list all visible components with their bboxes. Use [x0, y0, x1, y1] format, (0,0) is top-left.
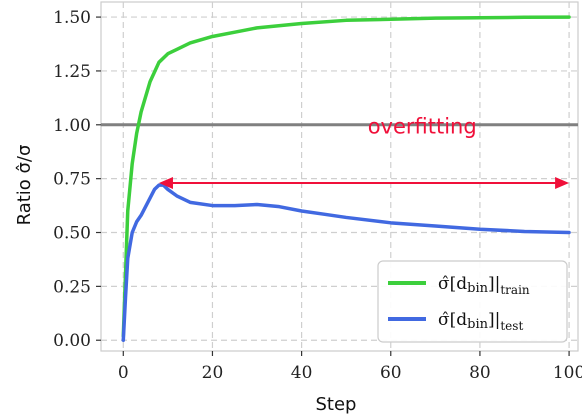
- x-tick-label-2: 40: [291, 363, 313, 383]
- series-line-test: [121, 183, 571, 342]
- y-tick-label-4: 1.00: [53, 116, 91, 136]
- y-tick-label-5: 1.25: [53, 62, 91, 82]
- legend-label-train: σ̂[dbin]|train: [438, 274, 530, 297]
- axis-ticks: 0 20 40 60 80 100 0.00 0.25 0.50 0.75 1.00 1.25 1.50: [53, 8, 582, 383]
- y-axis-label: Ratio σ̂/σ: [14, 145, 35, 226]
- y-tick-label-1: 0.25: [53, 277, 91, 297]
- series-line-train: [121, 15, 571, 338]
- series-layer: [101, 15, 578, 342]
- x-axis-label: Step: [316, 394, 357, 415]
- legend: σ̂[dbin]|train σ̂[dbin]|test: [377, 260, 568, 343]
- y-tick-label-2: 0.50: [53, 224, 91, 244]
- y-tick-label-3: 0.75: [53, 170, 91, 190]
- overfitting-arrow-head-right: [555, 176, 570, 189]
- x-tick-label-5: 100: [553, 363, 582, 383]
- y-tick-label-0: 0.00: [53, 331, 91, 351]
- x-tick-label-1: 20: [202, 363, 224, 383]
- y-tick-label-6: 1.50: [53, 8, 91, 28]
- legend-label-test: σ̂[dbin]|test: [438, 310, 523, 333]
- x-tick-label-3: 60: [380, 363, 402, 383]
- annotation-label: overfitting: [368, 114, 477, 138]
- x-tick-label-0: 0: [118, 363, 129, 383]
- overfitting-arrow-head-left: [158, 176, 173, 189]
- annotation: overfitting: [158, 114, 570, 189]
- x-tick-label-4: 80: [469, 363, 491, 383]
